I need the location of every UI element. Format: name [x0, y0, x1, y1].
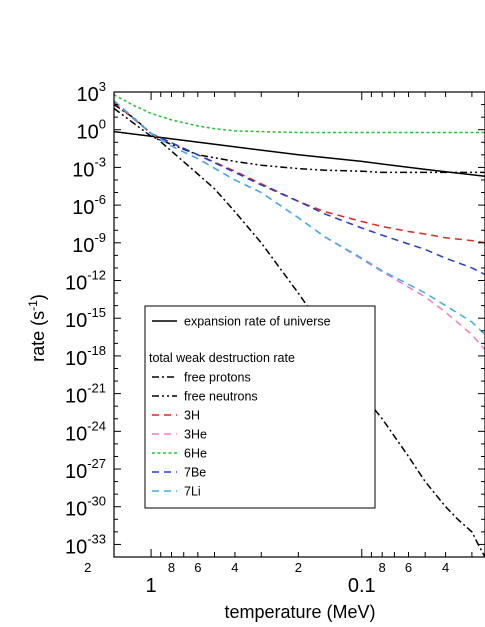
y-tick-label-base: 10	[72, 197, 94, 219]
x-minor-tick-label: 4	[442, 560, 449, 575]
x-major-tick-label: 1	[146, 575, 157, 597]
series-line-6	[114, 100, 485, 276]
y-tick-label-base: 10	[77, 122, 99, 144]
y-tick-label: 10-21	[65, 381, 106, 408]
y-tick-label-base: 10	[65, 499, 87, 521]
x-tick-marks	[150, 92, 473, 557]
x-minor-tick-label: 2	[84, 560, 91, 575]
y-tick-label-exp: -3	[94, 154, 106, 169]
y-tick-label-base: 10	[65, 310, 87, 332]
y-tick-label-base: 10	[65, 273, 87, 295]
y-tick-label: 10-3	[72, 154, 106, 181]
legend-heading: total weak destruction rate	[149, 351, 295, 365]
y-tick-label-exp: -27	[87, 456, 106, 471]
y-tick-label-exp: -33	[87, 531, 106, 546]
y-tick-label-exp: -9	[94, 230, 106, 245]
y-tick-label-base: 10	[65, 423, 87, 445]
x-minor-tick-label: 8	[168, 560, 175, 575]
y-tick-label: 100	[77, 117, 106, 144]
y-tick-label-exp: -15	[87, 305, 106, 320]
y-tick-label-exp: -12	[87, 268, 106, 283]
y-tick-label: 10-27	[65, 456, 106, 483]
series-line-4	[114, 100, 485, 351]
y-tick-label-exp: -30	[87, 494, 106, 509]
y-tick-label-exp: 0	[99, 117, 106, 132]
y-tick-label-base: 10	[65, 536, 87, 558]
y-tick-label-base: 10	[77, 84, 99, 106]
series-line-0	[114, 130, 485, 177]
y-tick-label: 10-6	[72, 192, 106, 219]
y-axis-label-sup: -1	[26, 300, 40, 311]
y-tick-label-exp: -24	[87, 418, 106, 433]
legend-entry-label: expansion rate of universe	[184, 315, 331, 329]
legend: expansion rate of universe total weak des…	[144, 305, 376, 509]
y-tick-label-exp: -21	[87, 381, 106, 396]
legend-box	[144, 305, 376, 509]
series-line-2	[114, 107, 485, 174]
y-tick-label-base: 10	[72, 159, 94, 181]
y-axis-label-end: )	[28, 294, 48, 300]
y-tick-label-base: 10	[65, 348, 87, 370]
y-tick-label-exp: -6	[94, 192, 106, 207]
y-tick-label: 10-12	[65, 268, 106, 295]
series-line-3	[114, 101, 485, 244]
y-tick-label: 10-30	[65, 494, 106, 521]
x-minor-tick-label: 4	[231, 560, 238, 575]
x-tick-labels: 2 8 6 4 2 8 6 4 1 0.1	[84, 560, 449, 597]
series-line-5	[114, 94, 485, 134]
y-tick-marks	[114, 91, 485, 558]
y-tick-label: 10-24	[65, 418, 106, 445]
legend-entry-label: 6He	[184, 447, 207, 461]
plot-frame	[113, 91, 485, 558]
legend-entry-label: 3H	[184, 409, 200, 423]
legend-entry-label: 7Li	[184, 485, 201, 499]
y-tick-label: 10-9	[72, 230, 106, 257]
y-tick-label-exp: 3	[99, 79, 106, 94]
x-minor-tick-label: 8	[379, 560, 386, 575]
legend-entry-label: free neutrons	[184, 390, 258, 404]
legend-entry-label: 7Be	[184, 466, 206, 480]
y-tick-label: 10-15	[65, 305, 106, 332]
y-tick-label-base: 10	[72, 235, 94, 257]
x-minor-tick-label: 6	[405, 560, 412, 575]
x-minor-tick-label: 6	[194, 560, 201, 575]
y-tick-labels: 10310010-310-610-910-1210-1510-1810-2110…	[65, 79, 106, 558]
y-axis-label-main: rate (s	[28, 311, 48, 362]
y-tick-label-base: 10	[65, 386, 87, 408]
x-minor-tick-label: 2	[295, 560, 302, 575]
y-tick-label: 103	[77, 79, 106, 106]
y-axis-label: rate (s-1)	[26, 294, 48, 362]
x-major-tick-label: 0.1	[348, 575, 376, 597]
legend-entry-label: 3He	[184, 428, 207, 442]
y-tick-label: 10-18	[65, 343, 106, 370]
legend-entry-label: free protons	[184, 371, 251, 385]
y-tick-label-exp: -18	[87, 343, 106, 358]
x-axis-label: temperature (MeV)	[224, 602, 375, 622]
y-tick-label: 10-33	[65, 531, 106, 558]
y-tick-label-base: 10	[65, 461, 87, 483]
